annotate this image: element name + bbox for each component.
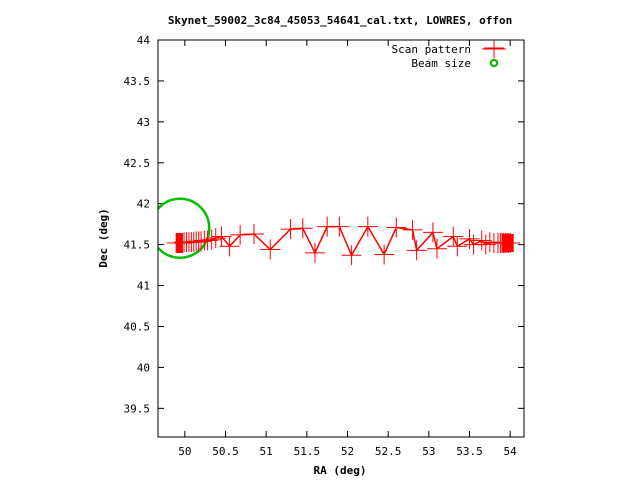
legend-label-beam-size: Beam size xyxy=(411,57,471,70)
scan-pattern-series xyxy=(166,216,521,266)
y-tick-label: 41.5 xyxy=(124,239,151,252)
scan-pattern-line xyxy=(176,225,511,257)
scan-point xyxy=(406,240,427,261)
scan-point xyxy=(230,224,251,245)
scan-point xyxy=(471,230,492,251)
scan-point xyxy=(386,217,407,238)
scan-point xyxy=(211,226,232,247)
scan-point xyxy=(422,222,443,243)
plot-area xyxy=(158,197,521,266)
y-tick-label: 42.5 xyxy=(124,157,151,170)
x-tick-label: 54 xyxy=(504,445,518,458)
scan-point xyxy=(280,219,301,240)
y-tick-label: 43 xyxy=(137,116,150,129)
x-tick-label: 52 xyxy=(341,445,354,458)
y-tick-labels: 39.5 40 40.5 41 41.5 42 42.5 43 43.5 44 xyxy=(124,34,151,415)
x-tick-label: 50.5 xyxy=(212,445,239,458)
x-tick-label: 51 xyxy=(260,445,273,458)
scan-point xyxy=(443,226,464,247)
x-tick-label: 53 xyxy=(422,445,435,458)
y-tick-label: 43.5 xyxy=(124,75,151,88)
y-tick-label: 42 xyxy=(137,198,150,211)
scan-point xyxy=(341,245,362,266)
y-tick-label: 44 xyxy=(137,34,151,47)
scan-point xyxy=(243,223,264,244)
scan-turnaround-cluster xyxy=(501,234,514,253)
scan-turnaround-cluster xyxy=(175,233,183,254)
scan-point xyxy=(260,239,281,260)
x-tick-label: 50 xyxy=(178,445,191,458)
x-tick-label: 53.5 xyxy=(456,445,483,458)
chart-title: Skynet_59002_3c84_45053_54641_cal.txt, L… xyxy=(168,14,512,27)
legend-beam-size-marker xyxy=(489,58,499,68)
scan-point xyxy=(292,218,313,239)
x-tick-label: 51.5 xyxy=(294,445,321,458)
beam-size-circle xyxy=(158,197,211,259)
scan-point xyxy=(402,219,423,240)
y-tick-label: 40 xyxy=(137,361,150,374)
legend: Scan pattern Beam size xyxy=(392,40,506,70)
y-tick-label: 40.5 xyxy=(124,320,151,333)
scan-point xyxy=(329,216,350,237)
beam-size-series xyxy=(158,197,211,259)
scan-point xyxy=(475,234,496,255)
scan-point xyxy=(205,228,226,249)
y-axis-title: Dec (deg) xyxy=(97,208,110,268)
scan-point xyxy=(374,244,395,265)
x-tick-label: 52.5 xyxy=(375,445,402,458)
y-tick-label: 41 xyxy=(137,280,150,293)
scan-point xyxy=(479,232,500,253)
scan-point xyxy=(219,236,240,257)
scan-point xyxy=(201,229,222,250)
scan-point xyxy=(183,232,204,253)
scan-point xyxy=(426,238,447,259)
scan-point xyxy=(459,228,480,249)
legend-scan-pattern-marker xyxy=(482,40,506,58)
x-axis-title: RA (deg) xyxy=(314,464,367,477)
x-tick-labels: 50 50.5 51 51.5 52 52.5 53 53.5 54 xyxy=(178,445,517,458)
scan-point xyxy=(304,242,325,263)
scan-point xyxy=(447,236,468,257)
legend-label-scan-pattern: Scan pattern xyxy=(392,43,471,56)
scan-point xyxy=(197,230,218,251)
plot-frame xyxy=(157,39,525,438)
scan-point xyxy=(357,216,378,237)
y-tick-label: 39.5 xyxy=(124,402,151,415)
